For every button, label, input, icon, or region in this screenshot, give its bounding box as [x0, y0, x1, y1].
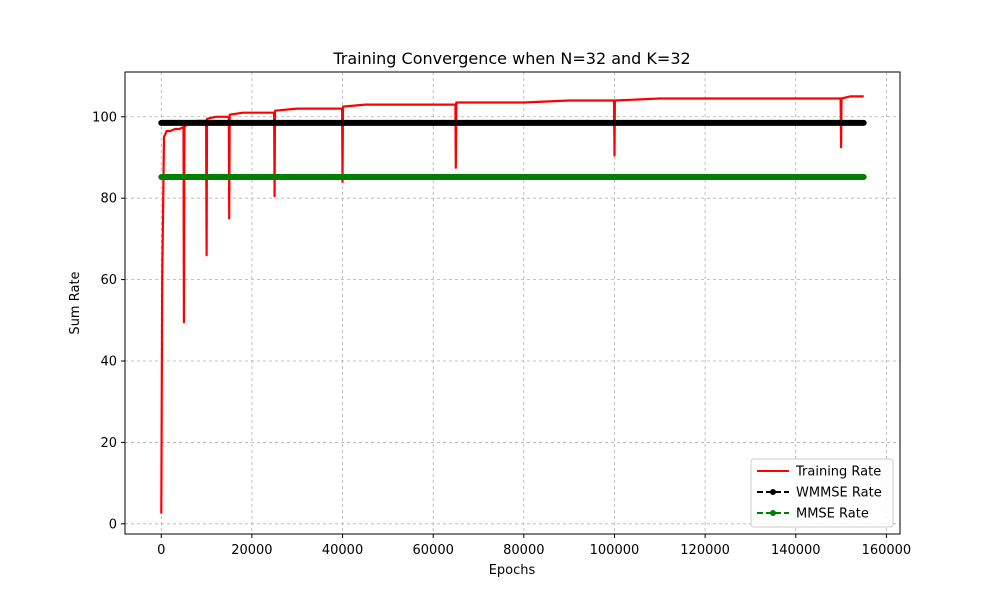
legend-entry: MMSE Rate — [757, 507, 869, 522]
y-tick-label: 0 — [109, 517, 117, 532]
x-tick-label: 100000 — [590, 543, 640, 558]
x-tick-label: 0 — [157, 543, 165, 558]
legend-label: Training Rate — [795, 465, 881, 480]
x-tick-label: 80000 — [503, 543, 544, 558]
x-tick-label: 120000 — [680, 543, 730, 558]
legend-entry: WMMSE Rate — [757, 486, 882, 501]
y-tick-label: 20 — [100, 436, 117, 451]
x-tick-label: 160000 — [862, 543, 912, 558]
legend-marker — [770, 489, 776, 495]
legend-box — [750, 458, 894, 528]
x-axis-ticks: 0 20000 40000 60000 80000 100000 120000 140000 1… — [157, 534, 911, 558]
series-layer — [158, 95, 867, 514]
y-tick-label: 100 — [92, 110, 117, 125]
legend-label: WMMSE Rate — [796, 486, 882, 501]
legend: Training Rate WMMSE Rate MMSE Rate — [750, 458, 894, 528]
x-tick-label: 20000 — [231, 543, 272, 558]
x-tick-label: 140000 — [771, 543, 821, 558]
y-tick-label: 80 — [100, 192, 117, 207]
legend-entry: Training Rate — [757, 465, 881, 480]
x-tick-label: 60000 — [413, 543, 454, 558]
grid — [125, 72, 900, 534]
y-axis-ticks: 0 20 40 60 80 100 — [92, 110, 125, 532]
legend-label: MMSE Rate — [796, 507, 869, 522]
y-axis-label: Sum Rate — [68, 271, 83, 334]
y-tick-label: 60 — [100, 273, 117, 288]
series-line-training-rate — [160, 95, 864, 514]
y-tick-label: 40 — [100, 355, 117, 370]
x-tick-label: 40000 — [322, 543, 363, 558]
legend-marker — [770, 510, 776, 516]
x-axis-label: Epochs — [489, 563, 536, 578]
plot-frame — [124, 71, 901, 535]
chart-title: Training Convergence when N=32 and K=32 — [332, 49, 690, 68]
